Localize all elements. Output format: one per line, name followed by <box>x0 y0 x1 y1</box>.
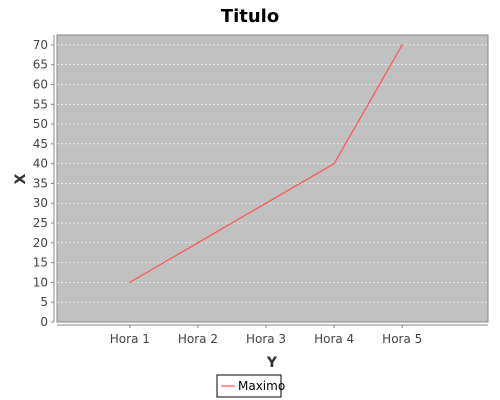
y-tick-label: 35 <box>33 176 48 190</box>
y-tick-label: 20 <box>33 236 48 250</box>
legend: Maximo <box>216 374 285 398</box>
y-tick-label: 65 <box>33 58 48 72</box>
data-point <box>333 163 335 165</box>
x-tick-label: Hora 3 <box>246 332 286 346</box>
y-tick-label: 50 <box>33 117 48 131</box>
y-tick-label: 60 <box>33 77 48 91</box>
y-tick-label: 45 <box>33 137 48 151</box>
y-tick-label: 5 <box>40 295 48 309</box>
legend-label-maximo: Maximo <box>238 379 285 393</box>
y-tick-label: 0 <box>40 315 48 329</box>
x-axis-label: Y <box>266 355 278 371</box>
y-axis-label: X <box>13 173 29 184</box>
plot-area <box>56 34 489 323</box>
y-tick-label: 25 <box>33 216 48 230</box>
y-tick-label: 15 <box>33 256 48 270</box>
data-point <box>401 44 403 46</box>
x-tick-label: Hora 5 <box>382 332 422 346</box>
data-point <box>129 281 131 284</box>
y-tick-label: 70 <box>33 38 48 52</box>
series-lines <box>129 44 403 284</box>
x-axis: Hora 1 Hora 2 Hora 3 Hora 4 Hora 5 <box>57 324 488 346</box>
chart-title: Titulo <box>221 6 279 27</box>
x-tick-label: Hora 4 <box>314 332 354 346</box>
y-tick-label: 55 <box>33 97 48 111</box>
data-point <box>265 202 267 204</box>
y-tick-label: 10 <box>33 275 48 289</box>
y-tick-label: 30 <box>33 196 48 210</box>
y-tick-label: 40 <box>33 157 48 171</box>
data-point <box>197 242 199 244</box>
y-axis: 0 5 10 15 20 25 30 35 40 45 50 55 60 65 70 <box>33 35 55 329</box>
legend-box <box>216 374 282 398</box>
x-tick-label: Hora 1 <box>110 332 150 346</box>
x-tick-label: Hora 2 <box>178 332 218 346</box>
